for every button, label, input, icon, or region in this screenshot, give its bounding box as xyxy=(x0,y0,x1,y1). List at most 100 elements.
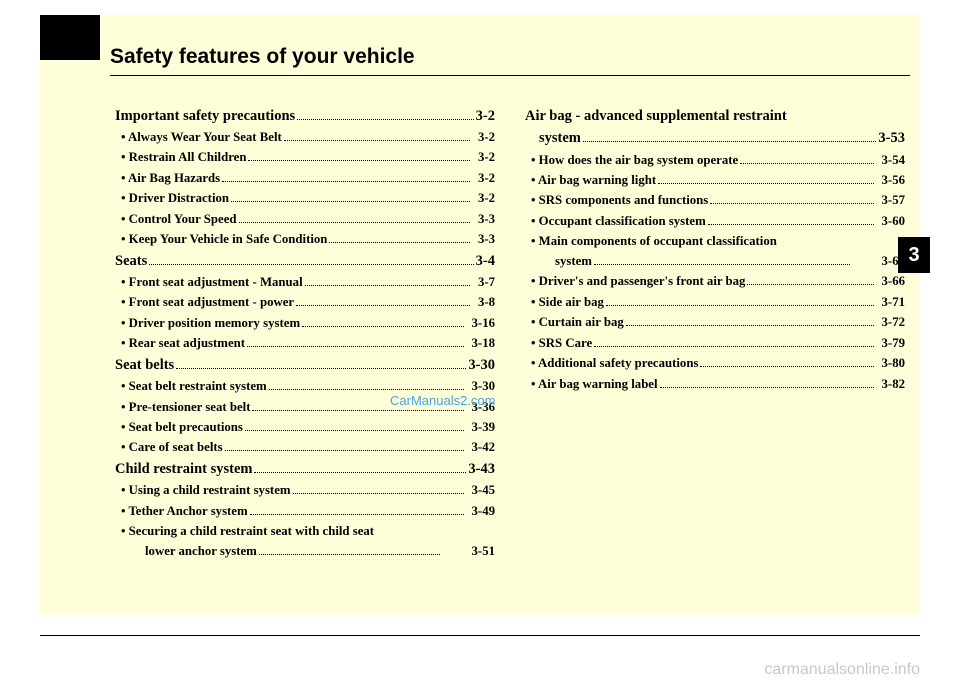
toc-section: Air bag - advanced supplemental restrain… xyxy=(525,105,905,127)
toc-leader xyxy=(594,333,873,347)
toc-label: • Restrain All Children xyxy=(115,148,246,168)
toc-section: Important safety precautions 3-2 xyxy=(115,105,495,127)
toc-page: 3-2 xyxy=(472,189,495,209)
toc-subitem: • Control Your Speed3-3 xyxy=(115,209,495,229)
toc-subitem: • Driver position memory system3-16 xyxy=(115,313,495,333)
toc-page: 3-54 xyxy=(876,151,905,171)
toc-page: 3-2 xyxy=(472,148,495,168)
toc-leader xyxy=(747,272,873,286)
toc-page: 3-43 xyxy=(468,458,495,480)
toc-subitem: • How does the air bag system operate 3-5… xyxy=(525,150,905,170)
chapter-title: Safety features of your vehicle xyxy=(110,45,415,69)
toc-label: Seat belts xyxy=(115,354,174,376)
toc-section: Seat belts 3-30 xyxy=(115,354,495,376)
toc-label: • Main components of occupant classifica… xyxy=(525,232,777,252)
toc-label: • Driver's and passenger's front air bag xyxy=(525,272,745,292)
toc-subitem: lower anchor system 3-51 xyxy=(115,541,495,561)
toc-page: 3-79 xyxy=(876,334,905,354)
toc-leader xyxy=(247,334,464,348)
toc-page: 3-30 xyxy=(468,354,495,376)
toc-label: • Driver Distraction xyxy=(115,189,229,209)
toc-label: • Pre-tensioner seat belt xyxy=(115,398,250,418)
toc-page: 3-61 xyxy=(852,252,905,272)
toc-page: 3-57 xyxy=(876,191,905,211)
toc-subitem: • Tether Anchor system3-49 xyxy=(115,501,495,521)
toc-subitem: • Restrain All Children 3-2 xyxy=(115,148,495,168)
toc-subitem: • Occupant classification system3-60 xyxy=(525,211,905,231)
toc-subitem: • Front seat adjustment - power3-8 xyxy=(115,293,495,313)
toc-subitem: • Main components of occupant classifica… xyxy=(525,232,905,252)
toc-page: 3-42 xyxy=(466,438,495,458)
toc-leader xyxy=(626,313,874,327)
toc-label: • Occupant classification system xyxy=(525,212,706,232)
toc-leader xyxy=(254,460,466,474)
toc-leader xyxy=(606,292,874,306)
toc-page: 3-2 xyxy=(472,128,495,148)
toc-subitem: • Care of seat belts3-42 xyxy=(115,438,495,458)
toc-subitem: • Driver's and passenger's front air bag… xyxy=(525,272,905,292)
toc-leader xyxy=(305,272,470,286)
toc-label: • Side air bag xyxy=(525,293,604,313)
toc-label: • Always Wear Your Seat Belt xyxy=(115,128,282,148)
toc-label: • Air bag warning label xyxy=(525,375,658,395)
toc-leader xyxy=(245,417,464,431)
toc-subitem: • Keep Your Vehicle in Safe Condition 3-3 xyxy=(115,230,495,250)
toc-right-column: Air bag - advanced supplemental restrain… xyxy=(525,105,905,562)
toc-leader xyxy=(296,293,470,307)
toc-leader xyxy=(176,356,466,370)
toc-page: 3-51 xyxy=(442,542,495,562)
toc-leader xyxy=(225,438,464,452)
toc-label: • Curtain air bag xyxy=(525,313,624,333)
toc-subitem: • Always Wear Your Seat Belt 3-2 xyxy=(115,127,495,147)
bottom-rule xyxy=(40,635,920,636)
toc-page: 3-7 xyxy=(472,273,495,293)
toc-leader xyxy=(250,501,464,515)
toc-page: 3-3 xyxy=(472,230,495,250)
toc-page: 3-72 xyxy=(876,313,905,333)
toc-columns: Important safety precautions3-2• Always … xyxy=(115,105,910,562)
toc-subitem: • Securing a child restraint seat with c… xyxy=(115,522,495,542)
toc-leader xyxy=(248,148,469,162)
toc-page: 3-53 xyxy=(878,127,905,149)
toc-label: • Seat belt restraint system xyxy=(115,377,267,397)
toc-leader xyxy=(660,374,874,388)
toc-leader xyxy=(284,127,470,141)
toc-page: 3-2 xyxy=(476,105,495,127)
toc-page: 3-82 xyxy=(876,375,905,395)
toc-leader xyxy=(708,211,874,225)
toc-label: • How does the air bag system operate xyxy=(525,151,738,171)
toc-leader xyxy=(297,106,473,120)
toc-label: • Additional safety precautions xyxy=(525,354,698,374)
toc-subitem: • SRS Care3-79 xyxy=(525,333,905,353)
toc-label: system xyxy=(525,127,581,149)
toc-label: • Front seat adjustment - Manual xyxy=(115,273,303,293)
toc-label: Important safety precautions xyxy=(115,105,295,127)
toc-label: • Using a child restraint system xyxy=(115,481,291,501)
toc-label: lower anchor system xyxy=(115,542,257,562)
toc-subitem: • Air bag warning label 3-82 xyxy=(525,374,905,394)
toc-label: Seats xyxy=(115,250,147,272)
toc-leader xyxy=(149,251,473,265)
toc-section: Seats3-4 xyxy=(115,250,495,272)
toc-page: 3-16 xyxy=(466,314,495,334)
toc-subitem: • Front seat adjustment - Manual 3-7 xyxy=(115,272,495,292)
toc-label: • Air Bag Hazards xyxy=(115,169,220,189)
toc-subitem: • SRS components and functions3-57 xyxy=(525,191,905,211)
footer-watermark: carmanualsonline.info xyxy=(764,661,920,679)
toc-label: Air bag - advanced supplemental restrain… xyxy=(525,105,787,127)
toc-leader xyxy=(700,354,873,368)
toc-label: • Seat belt precautions xyxy=(115,418,243,438)
toc-leader xyxy=(231,189,470,203)
toc-label: • Keep Your Vehicle in Safe Condition xyxy=(115,230,327,250)
toc-subitem: • Curtain air bag 3-72 xyxy=(525,313,905,333)
toc-subitem: • Side air bag3-71 xyxy=(525,292,905,312)
toc-page: 3-39 xyxy=(466,418,495,438)
toc-page: 3-80 xyxy=(876,354,905,374)
toc-leader xyxy=(259,541,440,555)
toc-page: 3-2 xyxy=(472,169,495,189)
toc-label: Child restraint system xyxy=(115,458,252,480)
toc-leader xyxy=(293,481,464,495)
toc-leader xyxy=(594,251,850,265)
toc-leader xyxy=(302,313,463,327)
toc-label: • Securing a child restraint seat with c… xyxy=(115,522,374,542)
